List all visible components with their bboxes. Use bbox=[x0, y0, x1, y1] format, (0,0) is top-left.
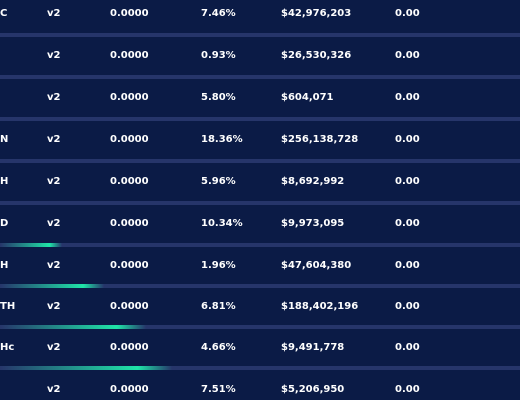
balance-value: 0.00 bbox=[395, 50, 420, 61]
position-value: 0.0000 bbox=[110, 50, 149, 61]
row-divider bbox=[0, 33, 520, 37]
liquidity-amount: $8,692,992 bbox=[281, 176, 345, 187]
position-value: 0.0000 bbox=[110, 384, 149, 395]
balance-value: 0.00 bbox=[395, 134, 420, 145]
token-name: H bbox=[0, 260, 9, 271]
pool-version: v2 bbox=[47, 218, 61, 229]
balance-value: 0.00 bbox=[395, 218, 420, 229]
progress-glow bbox=[0, 284, 104, 288]
liquidity-amount: $9,491,778 bbox=[281, 342, 345, 353]
row-divider bbox=[0, 201, 520, 205]
row-divider bbox=[0, 159, 520, 163]
position-value: 0.0000 bbox=[110, 8, 149, 19]
table-row[interactable]: Hc v2 0.0000 4.66% $9,491,778 0.00 bbox=[0, 334, 520, 362]
balance-value: 0.00 bbox=[395, 342, 420, 353]
apr-percent: 5.96% bbox=[201, 176, 236, 187]
token-name: D bbox=[0, 218, 9, 229]
table-row[interactable]: v2 0.0000 0.93% $26,530,326 0.00 bbox=[0, 42, 520, 70]
pool-version: v2 bbox=[47, 50, 61, 61]
token-name: C bbox=[0, 8, 8, 19]
progress-glow bbox=[0, 325, 146, 329]
balance-value: 0.00 bbox=[395, 260, 420, 271]
liquidity-amount: $9,973,095 bbox=[281, 218, 345, 229]
pool-version: v2 bbox=[47, 92, 61, 103]
apr-percent: 18.36% bbox=[201, 134, 243, 145]
progress-glow bbox=[0, 366, 172, 370]
liquidity-amount: $5,206,950 bbox=[281, 384, 345, 395]
position-value: 0.0000 bbox=[110, 134, 149, 145]
token-name: N bbox=[0, 134, 9, 145]
position-value: 0.0000 bbox=[110, 301, 149, 312]
liquidity-amount: $42,976,203 bbox=[281, 8, 352, 19]
apr-percent: 5.80% bbox=[201, 92, 236, 103]
pool-version: v2 bbox=[47, 301, 61, 312]
table-row[interactable]: v2 0.0000 7.51% $5,206,950 0.00 bbox=[0, 376, 520, 400]
balance-value: 0.00 bbox=[395, 176, 420, 187]
pool-version: v2 bbox=[47, 8, 61, 19]
row-divider bbox=[0, 284, 520, 288]
liquidity-amount: $47,604,380 bbox=[281, 260, 352, 271]
pool-version: v2 bbox=[47, 384, 61, 395]
liquidity-amount: $604,071 bbox=[281, 92, 334, 103]
liquidity-amount: $26,530,326 bbox=[281, 50, 352, 61]
liquidity-amount: $188,402,196 bbox=[281, 301, 359, 312]
pool-version: v2 bbox=[47, 342, 61, 353]
position-value: 0.0000 bbox=[110, 260, 149, 271]
apr-percent: 4.66% bbox=[201, 342, 236, 353]
apr-percent: 0.93% bbox=[201, 50, 236, 61]
balance-value: 0.00 bbox=[395, 92, 420, 103]
token-name: H bbox=[0, 176, 9, 187]
table-row[interactable]: v2 0.0000 5.80% $604,071 0.00 bbox=[0, 84, 520, 112]
balance-value: 0.00 bbox=[395, 8, 420, 19]
apr-percent: 6.81% bbox=[201, 301, 236, 312]
position-value: 0.0000 bbox=[110, 342, 149, 353]
position-value: 0.0000 bbox=[110, 92, 149, 103]
position-value: 0.0000 bbox=[110, 218, 149, 229]
table-row[interactable]: TH v2 0.0000 6.81% $188,402,196 0.00 bbox=[0, 293, 520, 321]
apr-percent: 1.96% bbox=[201, 260, 236, 271]
row-divider bbox=[0, 243, 520, 247]
apr-percent: 10.34% bbox=[201, 218, 243, 229]
balance-value: 0.00 bbox=[395, 301, 420, 312]
balance-value: 0.00 bbox=[395, 384, 420, 395]
row-divider bbox=[0, 117, 520, 121]
apr-percent: 7.51% bbox=[201, 384, 236, 395]
position-value: 0.0000 bbox=[110, 176, 149, 187]
row-divider bbox=[0, 366, 520, 370]
token-name: Hc bbox=[0, 342, 15, 353]
apr-percent: 7.46% bbox=[201, 8, 236, 19]
row-divider bbox=[0, 325, 520, 329]
row-divider bbox=[0, 75, 520, 79]
liquidity-amount: $256,138,728 bbox=[281, 134, 359, 145]
pool-version: v2 bbox=[47, 260, 61, 271]
pool-version: v2 bbox=[47, 176, 61, 187]
pool-version: v2 bbox=[47, 134, 61, 145]
progress-glow bbox=[0, 243, 63, 247]
token-name: TH bbox=[0, 301, 16, 312]
